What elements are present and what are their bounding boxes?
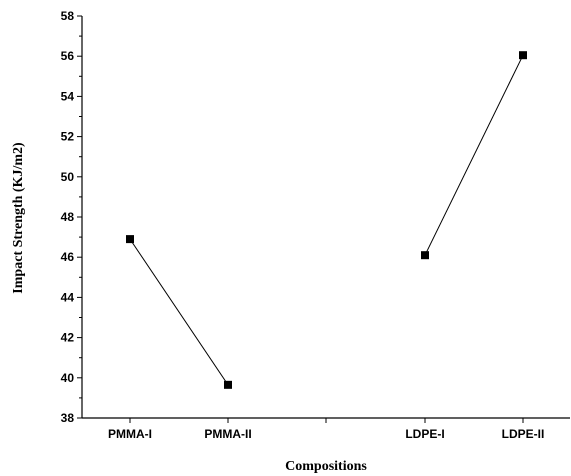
y-tick-label: 48 — [61, 210, 75, 224]
y-tick-label: 40 — [61, 371, 75, 385]
x-tick-label: PMMA-I — [108, 427, 152, 441]
x-ticks: PMMA-I PMMA-II LDPE-I LDPE-II — [108, 418, 544, 441]
x-tick-label: LDPE-I — [405, 427, 444, 441]
x-tick-label: LDPE-II — [502, 427, 545, 441]
y-tick-label: 54 — [61, 89, 75, 103]
y-ticks: 38 40 42 44 46 48 50 52 54 56 58 — [61, 9, 82, 425]
axes — [81, 16, 570, 419]
y-tick-label: 46 — [61, 250, 75, 264]
y-tick-label: 56 — [61, 49, 75, 63]
y-tick-label: 58 — [61, 9, 75, 23]
data-point-marker — [519, 51, 527, 60]
x-axis-title: Compositions — [285, 459, 367, 474]
y-tick-label: 50 — [61, 170, 75, 184]
y-tick-label: 42 — [61, 331, 75, 345]
y-tick-label: 44 — [61, 290, 75, 304]
series-layer — [126, 51, 527, 389]
data-point-marker — [224, 380, 232, 389]
y-tick-label: 52 — [61, 130, 75, 144]
y-axis-title: Impact Strength (KJ/m2) — [11, 142, 26, 294]
y-tick-label: 38 — [61, 411, 75, 425]
data-point-marker — [126, 235, 134, 244]
series-line-pmma — [129, 238, 229, 386]
series-line-ldpe — [424, 54, 524, 256]
data-point-marker — [421, 251, 429, 260]
x-tick-label: PMMA-II — [204, 427, 251, 441]
